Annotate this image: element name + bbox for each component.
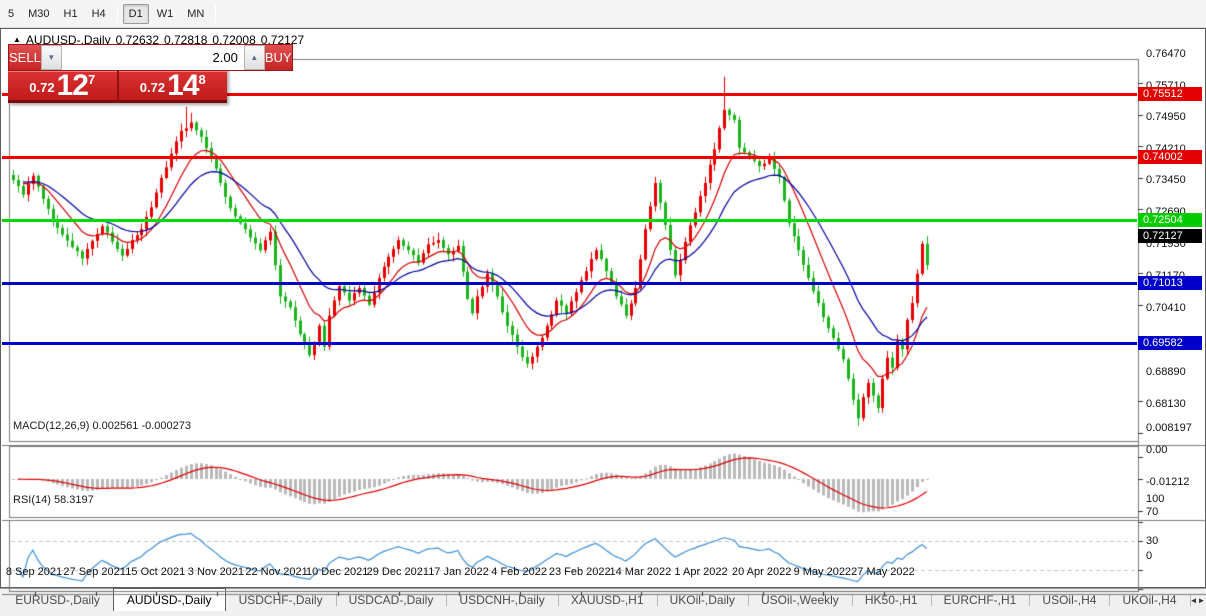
date-label: 27 May 2022 (851, 566, 915, 578)
price-badge: 0.69582 (1138, 336, 1202, 350)
price-tick-label: 0.73450 (1146, 174, 1186, 186)
timeframe-button-w1[interactable]: W1 (151, 4, 180, 24)
date-label: 9 May 2022 (794, 566, 851, 578)
hline-support-lower[interactable] (2, 342, 1137, 345)
price-tick-label: 0.70410 (1146, 302, 1186, 314)
sell-price-pipette: 7 (88, 73, 95, 86)
buy-price-pipette: 8 (198, 73, 205, 86)
toolbar-separator (117, 5, 118, 23)
hline-resistance-lower[interactable] (2, 156, 1137, 159)
price-badge: 0.74002 (1138, 150, 1202, 164)
volume-input[interactable] (62, 45, 244, 70)
price-badge: 0.72127 (1138, 229, 1202, 243)
date-label: 14 Mar 2022 (610, 566, 672, 578)
rsi-label: RSI(14) 58.3197 (13, 494, 94, 506)
buy-price-prefix: 0.72 (140, 76, 165, 100)
date-label: 1 Apr 2022 (674, 566, 727, 578)
macd-tick-label: 0.00 (1146, 444, 1167, 456)
volume-increase-button[interactable]: ▲ (244, 45, 265, 70)
price-badge: 0.71013 (1138, 276, 1202, 290)
one-click-trade-panel: SELL ▼ ▲ BUY 0.72 12 7 0.72 14 8 (8, 44, 227, 103)
sell-price-main: 12 (57, 72, 88, 100)
timeframe-button-h4[interactable]: H4 (86, 4, 112, 24)
rsi-value: 58.3197 (54, 494, 94, 506)
macd-tick-label: -0.01212 (1146, 476, 1189, 488)
date-label: 22 Nov 2021 (245, 566, 307, 578)
date-label: 3 Nov 2021 (188, 566, 244, 578)
rsi-tick-label: 100 (1146, 493, 1164, 505)
timeframe-button-mn[interactable]: MN (181, 4, 210, 24)
timeframe-button-h1[interactable]: H1 (58, 4, 84, 24)
price-tick-label: 0.74950 (1146, 111, 1186, 123)
date-label: 15 Oct 2021 (125, 566, 185, 578)
sell-button[interactable]: SELL (8, 44, 41, 71)
timeframe-button-d1[interactable]: D1 (123, 4, 149, 24)
macd-signal-value: -0.000273 (141, 420, 191, 432)
date-label: 17 Jan 2022 (428, 566, 489, 578)
rsi-tick-label: 0 (1146, 550, 1152, 562)
chart-window (0, 28, 1206, 588)
rsi-tick-label: 70 (1146, 506, 1158, 518)
volume-decrease-button[interactable]: ▼ (41, 45, 62, 70)
sell-price-prefix: 0.72 (29, 76, 54, 100)
buy-price-main: 14 (167, 72, 198, 100)
date-label: 27 Sep 2021 (63, 566, 125, 578)
date-label: 29 Dec 2021 (367, 566, 429, 578)
rsi-tick-label: 30 (1146, 535, 1158, 547)
hline-support-upper[interactable] (2, 282, 1137, 285)
date-label: 4 Feb 2022 (491, 566, 547, 578)
buy-price-box[interactable]: 0.72 14 8 (119, 71, 228, 103)
price-tick-label: 0.68130 (1146, 398, 1186, 410)
toolbar-separator (215, 5, 216, 23)
macd-value: 0.002561 (92, 420, 138, 432)
date-label: 8 Sep 2021 (6, 566, 62, 578)
date-label: 10 Dec 2021 (306, 566, 368, 578)
price-badge: 0.75512 (1138, 87, 1202, 101)
sell-price-box[interactable]: 0.72 12 7 (8, 71, 117, 103)
price-tick-label: 0.76470 (1146, 48, 1186, 60)
macd-label: MACD(12,26,9) 0.002561 -0.000273 (13, 420, 191, 432)
price-tick-label: 0.68890 (1146, 366, 1186, 378)
macd-tick-label: 0.008197 (1146, 422, 1192, 434)
hline-alert-level[interactable] (2, 219, 1137, 222)
timeframe-button-m30[interactable]: M30 (22, 4, 55, 24)
price-chart-canvas[interactable] (2, 58, 1206, 616)
price-badge: 0.72504 (1138, 213, 1202, 227)
date-label: 20 Apr 2022 (732, 566, 791, 578)
date-label: 23 Feb 2022 (549, 566, 611, 578)
timeframe-button-5[interactable]: 5 (2, 4, 20, 24)
buy-button[interactable]: BUY (265, 44, 293, 71)
